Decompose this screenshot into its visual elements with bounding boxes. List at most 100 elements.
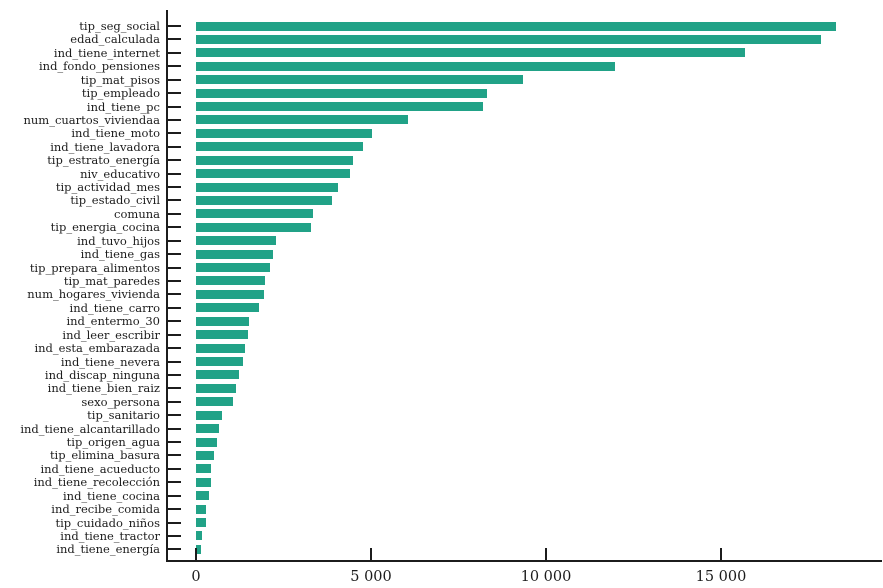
bar <box>196 544 201 554</box>
y-tick <box>168 159 181 162</box>
y-axis-line <box>166 10 168 562</box>
bar <box>196 222 312 232</box>
bar <box>196 142 363 152</box>
y-tick <box>168 441 181 444</box>
category-label: ind_tiene_carro <box>69 300 160 315</box>
bar <box>196 88 487 98</box>
y-tick <box>168 92 181 95</box>
category-label: tip_sanitario <box>87 408 160 423</box>
bar <box>196 330 249 340</box>
bar <box>196 155 354 165</box>
bar <box>196 34 822 44</box>
y-tick <box>168 212 181 215</box>
y-tick <box>168 25 181 27</box>
y-tick <box>168 548 181 551</box>
y-tick <box>168 253 181 256</box>
bar <box>196 102 483 112</box>
bar <box>196 48 746 58</box>
category-label: ind_tiene_cocina <box>62 488 160 503</box>
category-label: ind_entermo_30 <box>66 314 160 329</box>
bar <box>196 531 202 541</box>
y-tick <box>168 373 181 376</box>
x-tick <box>545 548 547 560</box>
category-label: ind_leer_escribir <box>62 327 160 342</box>
category-label: ind_tiene_acueducto <box>40 461 160 476</box>
y-tick <box>168 360 181 363</box>
bar <box>196 115 409 125</box>
y-tick <box>168 508 181 511</box>
category-label: ind_tiene_bien_raiz <box>47 381 160 396</box>
category-label: ind_tiene_lavadora <box>50 139 160 154</box>
x-tick <box>195 548 197 560</box>
x-tick-label: 15 000 <box>695 569 747 585</box>
bar <box>196 477 212 487</box>
y-tick <box>168 239 181 242</box>
bar <box>196 303 259 313</box>
y-tick <box>168 279 181 282</box>
category-label: tip_empleado <box>81 86 160 101</box>
x-tick <box>370 548 372 560</box>
bar <box>196 263 271 273</box>
category-label: ind_tuvo_hijos <box>77 233 160 248</box>
x-axis-line <box>166 560 882 562</box>
y-tick <box>168 132 181 135</box>
y-tick <box>168 172 181 175</box>
category-label: ind_tiene_pc <box>86 99 160 114</box>
bar <box>196 518 206 528</box>
bar <box>196 209 313 219</box>
category-label: ind_tiene_energía <box>56 542 160 557</box>
category-label: tip_energia_cocina <box>50 220 160 235</box>
category-label: ind_fondo_pensiones <box>38 59 160 74</box>
y-tick <box>168 65 181 68</box>
category-label: tip_estrato_energía <box>47 153 160 168</box>
bar <box>196 424 220 434</box>
category-label: tip_elimina_basura <box>49 448 160 463</box>
y-tick <box>168 293 181 296</box>
bar <box>196 343 246 353</box>
y-tick <box>168 51 181 54</box>
category-label: sexo_persona <box>81 394 160 409</box>
y-tick <box>168 320 181 323</box>
y-tick <box>168 306 181 309</box>
bar <box>196 61 615 71</box>
y-tick <box>168 521 181 524</box>
y-tick <box>168 414 181 417</box>
category-label: ind_tiene_nevera <box>60 354 160 369</box>
category-label: ind_tiene_alcantarillado <box>20 421 160 436</box>
y-tick <box>168 38 181 41</box>
y-tick <box>168 427 181 430</box>
bar <box>196 504 206 514</box>
category-label: tip_seg_social <box>79 19 160 33</box>
x-tick <box>720 548 722 560</box>
y-tick <box>168 226 181 229</box>
bar <box>196 397 234 407</box>
bar <box>196 195 333 205</box>
category-label: tip_origen_agua <box>66 435 160 450</box>
x-tick-label: 10 000 <box>520 569 572 585</box>
bar <box>196 464 212 474</box>
bar <box>196 410 222 420</box>
y-tick <box>168 347 181 350</box>
y-tick <box>168 78 181 81</box>
category-label: tip_prepara_alimentos <box>29 260 160 275</box>
y-tick <box>168 534 181 537</box>
y-tick <box>168 186 181 189</box>
category-label: ind_tiene_recolección <box>33 475 160 490</box>
bar <box>196 491 209 501</box>
bar <box>196 249 273 259</box>
bar <box>196 182 339 192</box>
y-tick <box>168 400 181 403</box>
y-tick <box>168 118 181 121</box>
category-label: num_cuartos_viviendaa <box>23 112 160 127</box>
bar <box>196 128 373 138</box>
category-label: ind_tiene_moto <box>71 126 160 141</box>
bar <box>196 75 523 85</box>
category-label: ind_tiene_gas <box>80 247 160 262</box>
bar <box>196 21 837 31</box>
bar <box>196 437 217 447</box>
bar <box>196 236 277 246</box>
category-label: tip_cuidado_niños <box>55 515 160 530</box>
bar <box>196 370 240 380</box>
category-label: ind_tiene_tractor <box>60 528 160 543</box>
